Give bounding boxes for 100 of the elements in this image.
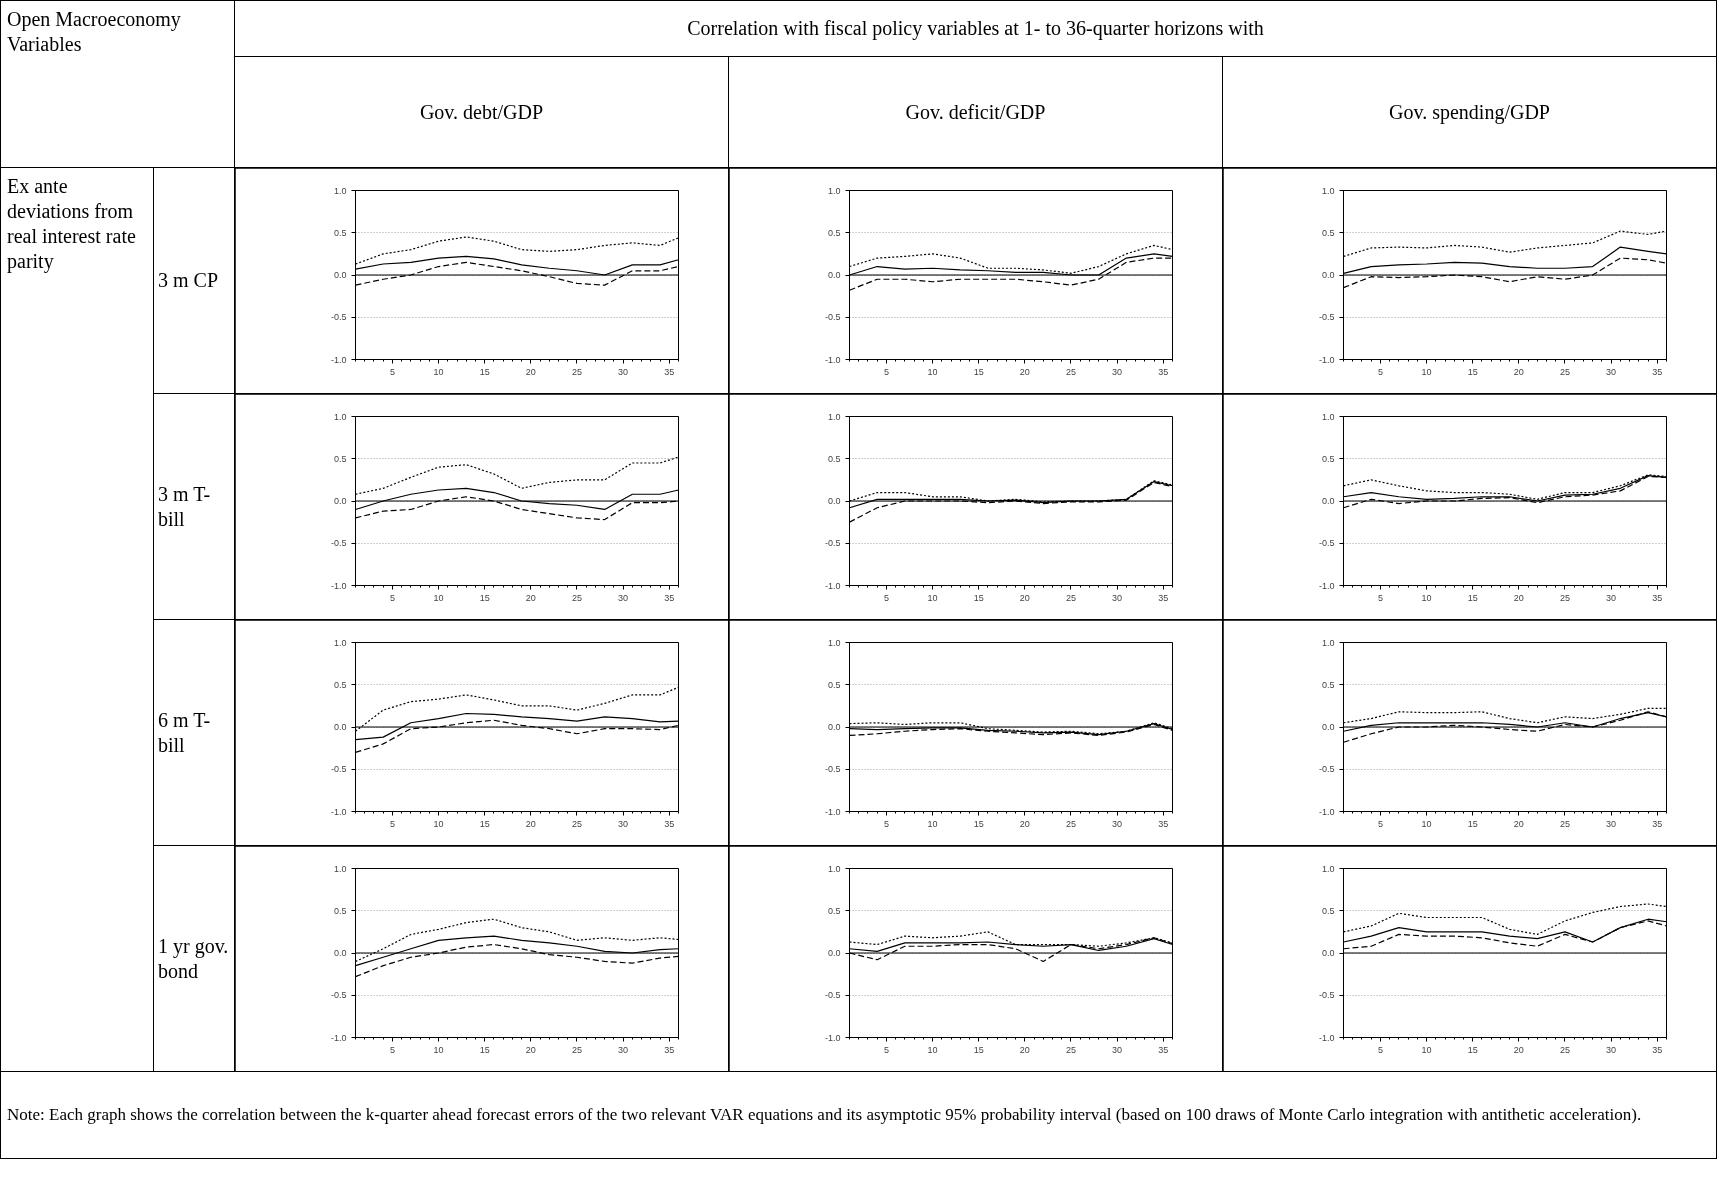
y-tick-label: 0.5 xyxy=(333,227,347,238)
x-tick-label: 35 xyxy=(664,818,675,829)
y-tick-label: 1.0 xyxy=(827,411,841,422)
x-tick-label: 25 xyxy=(571,366,582,377)
y-tick-label: -0.5 xyxy=(1318,990,1335,1001)
x-tick-label: 35 xyxy=(664,592,675,603)
x-tick-label: 30 xyxy=(1606,592,1617,603)
y-tick-label: -0.5 xyxy=(824,312,841,323)
y-tick-label: 0.5 xyxy=(1321,453,1335,464)
x-tick-label: 15 xyxy=(479,366,490,377)
x-tick-label: 25 xyxy=(1559,366,1570,377)
y-tick-label: -1.0 xyxy=(330,580,347,591)
y-tick-label: -1.0 xyxy=(330,806,347,817)
x-tick-label: 5 xyxy=(389,592,395,603)
y-tick-label: 1.0 xyxy=(1321,637,1335,648)
x-tick-label: 35 xyxy=(1158,366,1169,377)
y-tick-label: -0.5 xyxy=(330,990,347,1001)
y-tick-label: 1.0 xyxy=(827,185,841,196)
x-tick-label: 15 xyxy=(1467,1044,1478,1055)
y-tick-label: 1.0 xyxy=(333,637,347,648)
x-tick-label: 15 xyxy=(973,366,984,377)
x-tick-label: 20 xyxy=(525,818,536,829)
text: 3 m T-bill xyxy=(158,481,212,532)
x-tick-label: 25 xyxy=(1065,592,1076,603)
x-tick-label: 20 xyxy=(1019,592,1030,603)
y-tick-label: -1.0 xyxy=(330,354,347,365)
x-tick-label: 10 xyxy=(433,366,444,377)
y-tick-label: -0.5 xyxy=(824,764,841,775)
x-tick-label: 35 xyxy=(1652,818,1663,829)
text: 1 yr gov. bond xyxy=(158,933,230,984)
x-tick-label: 25 xyxy=(571,818,582,829)
x-tick-label: 10 xyxy=(433,1044,444,1055)
y-tick-label: -1.0 xyxy=(824,1032,841,1043)
y-tick-label: 1.0 xyxy=(1321,863,1335,874)
x-tick-label: 10 xyxy=(927,592,938,603)
y-tick-label: 0.5 xyxy=(333,905,347,916)
y-tick-label: 0.0 xyxy=(827,948,841,958)
x-tick-label: 10 xyxy=(927,1044,938,1055)
y-tick-label: 1.0 xyxy=(333,185,347,196)
text: Correlation with fiscal policy variables at 1- to 36-quarter horizons with xyxy=(687,16,1264,41)
y-tick-label: -1.0 xyxy=(330,1032,347,1043)
y-tick-label: 0.0 xyxy=(333,270,347,280)
text: 3 m CP xyxy=(158,268,219,293)
y-tick-label: 0.0 xyxy=(1321,270,1335,280)
x-tick-label: 25 xyxy=(1065,1044,1076,1055)
y-tick-label: -0.5 xyxy=(1318,538,1335,549)
x-tick-label: 5 xyxy=(883,366,889,377)
x-tick-label: 15 xyxy=(1467,592,1478,603)
x-tick-label: 25 xyxy=(1065,818,1076,829)
x-tick-label: 30 xyxy=(1112,1044,1123,1055)
x-tick-label: 15 xyxy=(479,818,490,829)
y-tick-label: -0.5 xyxy=(1318,312,1335,323)
x-tick-label: 15 xyxy=(479,1044,490,1055)
y-tick-label: 1.0 xyxy=(1321,411,1335,422)
x-tick-label: 20 xyxy=(1019,818,1030,829)
x-tick-label: 5 xyxy=(883,1044,889,1055)
y-tick-label: -0.5 xyxy=(330,312,347,323)
y-tick-label: -1.0 xyxy=(824,354,841,365)
x-tick-label: 35 xyxy=(664,366,675,377)
x-tick-label: 15 xyxy=(1467,818,1478,829)
y-tick-label: 1.0 xyxy=(333,863,347,874)
x-tick-label: 35 xyxy=(1158,818,1169,829)
y-tick-label: 1.0 xyxy=(827,637,841,648)
y-tick-label: -0.5 xyxy=(330,538,347,549)
y-tick-label: -1.0 xyxy=(824,580,841,591)
x-tick-label: 35 xyxy=(1652,592,1663,603)
x-tick-label: 20 xyxy=(1019,366,1030,377)
text: Open Macroeconomy Variables xyxy=(7,7,182,57)
y-tick-label: -0.5 xyxy=(1318,764,1335,775)
y-tick-label: 1.0 xyxy=(1321,185,1335,196)
text: Ex ante deviations from real interest rate parity xyxy=(7,174,137,274)
x-tick-label: 20 xyxy=(1513,592,1524,603)
y-tick-label: -0.5 xyxy=(330,764,347,775)
y-tick-label: 0.0 xyxy=(827,496,841,506)
x-tick-label: 30 xyxy=(1112,592,1123,603)
x-tick-label: 10 xyxy=(433,592,444,603)
x-tick-label: 20 xyxy=(1513,366,1524,377)
x-tick-label: 30 xyxy=(618,1044,629,1055)
x-tick-label: 15 xyxy=(1467,366,1478,377)
y-tick-label: -1.0 xyxy=(1318,580,1335,591)
y-tick-label: 0.5 xyxy=(1321,227,1335,238)
y-tick-label: 0.0 xyxy=(1321,722,1335,732)
x-tick-label: 20 xyxy=(1513,1044,1524,1055)
x-tick-label: 5 xyxy=(389,366,395,377)
x-tick-label: 30 xyxy=(1112,366,1123,377)
y-tick-label: -1.0 xyxy=(1318,1032,1335,1043)
y-tick-label: 0.0 xyxy=(333,496,347,506)
y-tick-label: 0.5 xyxy=(333,453,347,464)
y-tick-label: 0.0 xyxy=(333,722,347,732)
y-tick-label: 0.0 xyxy=(827,722,841,732)
x-tick-label: 35 xyxy=(664,1044,675,1055)
y-tick-label: -0.5 xyxy=(824,538,841,549)
y-tick-label: 0.5 xyxy=(1321,905,1335,916)
x-tick-label: 35 xyxy=(1652,1044,1663,1055)
x-tick-label: 20 xyxy=(1019,1044,1030,1055)
x-tick-label: 10 xyxy=(1421,1044,1432,1055)
text: Gov. debt/GDP xyxy=(419,99,544,125)
y-tick-label: 0.0 xyxy=(1321,948,1335,958)
x-tick-label: 5 xyxy=(883,818,889,829)
x-tick-label: 5 xyxy=(1377,818,1383,829)
